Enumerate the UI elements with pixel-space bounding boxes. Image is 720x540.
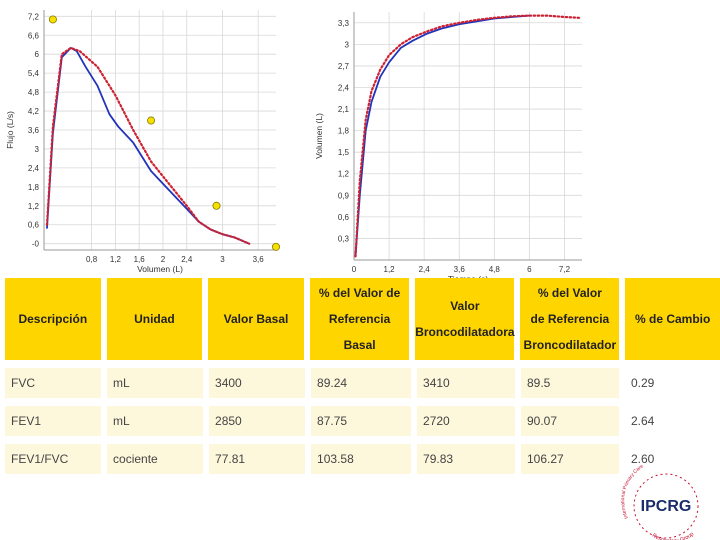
table-cell: 89.24	[311, 368, 412, 398]
y-tick-label: 1,8	[28, 183, 40, 192]
y-tick-label: 1,2	[338, 170, 350, 179]
header-valor-basal: Valor Basal	[208, 278, 304, 360]
y-tick-label: 0,9	[338, 191, 350, 200]
y-tick-label: 1,8	[338, 127, 350, 136]
header-unidad: Unidad	[106, 278, 203, 360]
x-tick-label: 7,2	[559, 265, 571, 274]
x-tick-label: 6	[527, 265, 532, 274]
y-tick-label: 1,5	[338, 148, 350, 157]
data-marker	[147, 116, 156, 125]
data-marker	[212, 201, 221, 210]
header-ref-broncodilatador: % del Valor de Referencia Broncodilatado…	[520, 278, 620, 360]
volume-time-chart: 0 1,2 2,4 3,6 4,8 6 7,2 0,3 0,6 0,9 1,2 1,5 1,8 2,1 2,…	[314, 12, 582, 278]
x-tick-label: 1,6	[134, 255, 146, 264]
y-tick-label: 4,2	[28, 107, 40, 116]
y-tick-label: 2,7	[338, 62, 350, 71]
header-descripcion: Descripción	[5, 278, 101, 360]
y-axis-label: Volumen (L)	[314, 113, 324, 159]
table-cell: 77.81	[209, 444, 306, 474]
y-tick-label: 0,3	[338, 234, 350, 243]
x-tick-label: 2	[161, 255, 166, 264]
header-ref-basal: % del Valor de Referencia Basal	[309, 278, 410, 360]
table-cell: 3400	[209, 368, 306, 398]
y-tick-label: 3	[35, 145, 40, 154]
data-marker	[48, 15, 57, 24]
series-line-measured	[354, 14, 531, 258]
x-tick-label: 3,6	[454, 265, 466, 274]
table-cell: 89.5	[521, 368, 619, 398]
table-cell: 0.29	[630, 376, 655, 390]
table-cell: 2850	[209, 406, 306, 436]
x-tick-label: 3,6	[253, 255, 265, 264]
logo-name: IPCRG	[641, 498, 692, 515]
table-row: FVC mL 3400 89.24 3410 89.5 0.29	[5, 368, 720, 398]
x-axis-label: Tiempo (s)	[448, 274, 488, 278]
y-tick-label: 5,4	[28, 69, 40, 78]
header-cambio: % de Cambio	[625, 278, 720, 360]
x-tick-label: 0,8	[86, 255, 98, 264]
y-tick-label: 1,2	[28, 202, 40, 211]
y-tick-label: -0	[32, 240, 40, 249]
y-tick-label: 2,4	[338, 83, 350, 92]
logo-ring	[633, 473, 699, 539]
y-tick-label: 3,3	[338, 19, 350, 28]
series-line-predicted	[45, 46, 251, 245]
table-cell: 79.83	[417, 444, 515, 474]
y-tick-label: 3	[345, 40, 350, 49]
x-tick-label: 0	[352, 265, 357, 274]
table-cell: FEV1/FVC	[5, 444, 102, 474]
table-cell: 2.60	[630, 452, 655, 466]
y-tick-label: 3,6	[28, 126, 40, 135]
x-tick-label: 1,2	[110, 255, 122, 264]
y-tick-label: 0,6	[28, 221, 40, 230]
spirometry-table: Descripción Unidad Valor Basal % del Val…	[5, 278, 720, 474]
table-cell: 3410	[417, 368, 515, 398]
y-axis-label: Flujo (L/s)	[5, 111, 15, 149]
y-tick-label: 2,4	[28, 164, 40, 173]
x-axis-label: Volumen (L)	[137, 264, 183, 274]
x-tick-label: 4,8	[489, 265, 501, 274]
x-tick-label: 2,4	[181, 255, 193, 264]
logo-tagline: Respiratory Group	[651, 531, 695, 540]
x-tick-label: 1,2	[384, 265, 396, 274]
table-cell: FVC	[5, 368, 102, 398]
series-line-predicted	[354, 14, 581, 258]
table-cell: 106.27	[521, 444, 619, 474]
series-line-measured	[46, 47, 251, 245]
table-cell: 2.64	[630, 414, 655, 428]
y-tick-label: 7,2	[28, 12, 40, 21]
x-tick-label: 3	[220, 255, 225, 264]
y-tick-label: 0,6	[338, 213, 350, 222]
data-marker	[271, 242, 280, 251]
table-cell: 103.58	[311, 444, 412, 474]
y-tick-label: 6,6	[28, 31, 40, 40]
table-row: FEV1 mL 2850 87.75 2720 90.07 2.64	[5, 406, 720, 436]
table-cell: FEV1	[5, 406, 102, 436]
y-tick-label: 6	[35, 50, 40, 59]
table-cell: 2720	[417, 406, 515, 436]
table-row: FEV1/FVC cociente 77.81 103.58 79.83 106…	[5, 444, 720, 474]
header-broncodilatadora: Valor Broncodilatadora	[415, 278, 515, 360]
y-tick-label: 4,8	[28, 88, 40, 97]
flow-volume-chart: 0,8 1,2 1,6 2 2,4 3 3,6 -0 0,6 1,2 1,8 2,4 3 3,6 4,2 4,…	[5, 10, 280, 274]
table-cell: cociente	[107, 444, 204, 474]
y-tick-label: 2,1	[338, 105, 350, 114]
x-tick-label: 2,4	[419, 265, 431, 274]
table-cell: mL	[107, 368, 204, 398]
table-header-row: Descripción Unidad Valor Basal % del Val…	[5, 278, 720, 360]
table-cell: 90.07	[521, 406, 619, 436]
table-cell: mL	[107, 406, 204, 436]
table-cell: 87.75	[311, 406, 412, 436]
ipcrg-logo: International Primary Care IPCRG Respira…	[620, 463, 699, 540]
